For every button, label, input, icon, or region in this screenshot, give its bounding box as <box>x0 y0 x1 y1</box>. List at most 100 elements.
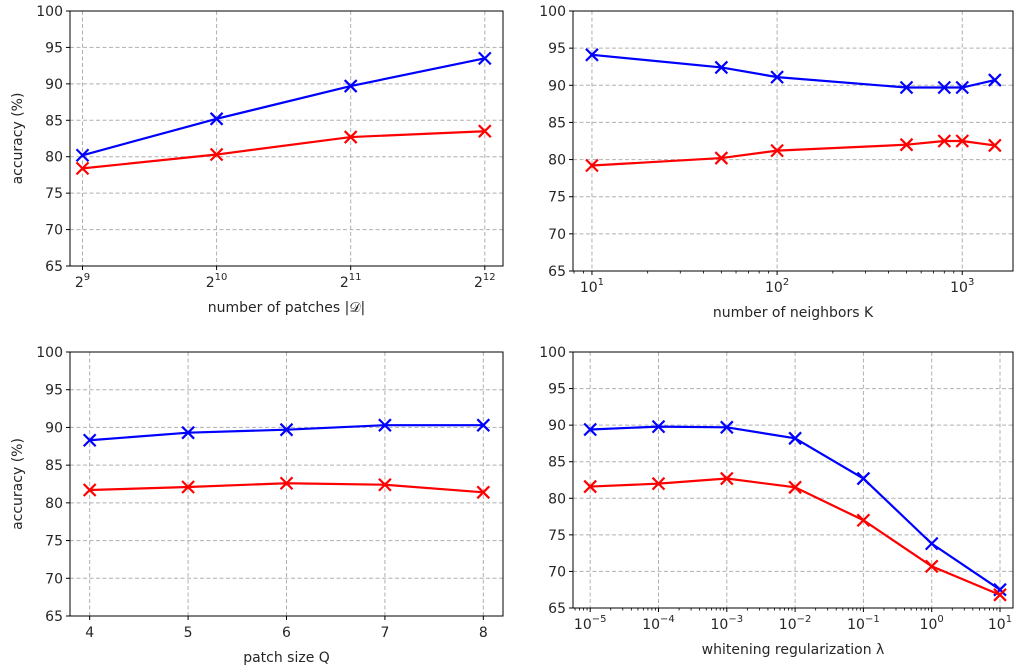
grid <box>70 10 503 267</box>
data-point <box>476 418 491 432</box>
y-tick-label: 90 <box>548 78 566 94</box>
data-point <box>75 161 90 176</box>
data-point <box>770 70 784 84</box>
data-point <box>478 51 492 66</box>
y-tick-label: 75 <box>45 534 63 550</box>
data-point <box>924 536 939 551</box>
y-tick-label: 80 <box>45 496 63 512</box>
data-point <box>209 112 224 126</box>
data-point <box>788 431 802 446</box>
data-point <box>82 433 97 448</box>
y-tick-label: 70 <box>548 564 566 580</box>
series-line <box>82 130 485 170</box>
y-tick-label: 65 <box>548 601 566 617</box>
y-tick-label: 70 <box>548 227 566 243</box>
x-tick-label: 5 <box>184 625 193 641</box>
data-point <box>585 158 599 173</box>
data-point <box>181 480 195 494</box>
y-tick-label: 80 <box>45 150 63 166</box>
data-point <box>651 419 666 434</box>
y-tick-label: 95 <box>45 40 63 56</box>
series-line <box>591 53 996 89</box>
data-point <box>856 513 871 528</box>
data-point <box>899 80 914 95</box>
x-tick-label: 101 <box>988 614 1012 633</box>
data-point <box>714 60 729 75</box>
y-tick-label: 85 <box>548 115 566 131</box>
y-tick-label: 95 <box>45 383 63 399</box>
data-point <box>993 588 1007 602</box>
data-point <box>378 477 392 492</box>
data-point <box>585 48 599 62</box>
y-tick-label: 75 <box>548 190 566 206</box>
series-1 <box>585 48 1002 95</box>
y-tick-label: 90 <box>45 420 63 436</box>
data-point <box>788 480 802 495</box>
y-tick-label: 85 <box>548 455 566 471</box>
y-tick-label: 70 <box>45 571 63 587</box>
y-axis-label: accuracy (%) <box>10 438 26 530</box>
data-point <box>924 559 939 574</box>
y-tick-label: 100 <box>539 4 566 20</box>
x-tick-label: 100 <box>920 614 944 633</box>
x-axis-label: number of patches |𝒟| <box>208 300 366 316</box>
data-point <box>583 422 597 437</box>
y-tick-label: 75 <box>45 186 63 202</box>
data-point <box>988 73 1002 87</box>
y-tick-label: 65 <box>45 609 63 625</box>
data-point <box>181 425 195 440</box>
data-point <box>955 80 970 95</box>
y-tick-label: 90 <box>45 77 63 93</box>
x-tick-label: 211 <box>340 272 362 291</box>
data-point <box>82 483 97 497</box>
x-tick-label: 212 <box>474 272 496 291</box>
grid <box>573 351 1013 609</box>
series-2 <box>583 471 1007 602</box>
data-point <box>279 422 294 437</box>
subplot-1: 65 70 75 80 85 90 95 100 29 210 211 212 number of pa… <box>10 4 504 316</box>
data-point <box>955 134 970 148</box>
x-axis-label: patch size Q <box>243 650 330 665</box>
data-point <box>770 143 784 158</box>
data-point <box>856 471 871 486</box>
y-tick-label: 90 <box>548 418 566 434</box>
data-point <box>720 471 734 486</box>
data-point <box>378 418 392 432</box>
x-tick-label: 10−3 <box>711 614 744 633</box>
x-tick-label: 7 <box>380 625 389 641</box>
x-tick-label: 4 <box>85 625 94 641</box>
x-tick-label: 103 <box>950 277 974 296</box>
subplot-4: 65 70 75 80 85 90 95 100 10−5 10−4 10−3 10−2 10−1 100… <box>539 345 1014 658</box>
axes-frame <box>572 10 1014 272</box>
x-tick-label: 102 <box>765 277 789 296</box>
x-tick-label: 29 <box>75 272 90 291</box>
data-point <box>209 147 224 162</box>
y-tick-label: 85 <box>45 113 63 129</box>
series-2 <box>585 134 1002 173</box>
data-point <box>937 80 952 95</box>
data-point <box>476 485 491 500</box>
y-tick-label: 80 <box>548 153 566 169</box>
x-tick-label: 10−5 <box>574 614 607 633</box>
x-axis-label: number of neighbors K <box>713 305 874 321</box>
subplot-3: 65 70 75 80 85 90 95 100 4 5 6 7 8 patch size Q accura… <box>10 345 504 665</box>
data-point <box>75 148 90 163</box>
data-point <box>899 137 914 152</box>
x-tick-label: 8 <box>479 625 488 641</box>
y-tick-label: 100 <box>36 345 63 361</box>
data-point <box>720 420 734 435</box>
x-axis-label: whitening regularization λ <box>702 642 885 658</box>
y-tick-label: 80 <box>548 491 566 507</box>
y-tick-label: 100 <box>539 345 566 361</box>
series-line <box>591 139 995 167</box>
y-tick-label: 85 <box>45 458 63 474</box>
series-1 <box>583 419 1007 597</box>
series-line <box>82 57 486 157</box>
series-1 <box>75 51 492 163</box>
x-tick-label: 10−2 <box>779 614 812 633</box>
x-tick-label: 10−4 <box>642 614 675 633</box>
data-point <box>478 124 492 138</box>
x-tick-label: 10−1 <box>847 614 880 633</box>
x-tick-label: 210 <box>206 272 228 291</box>
y-tick-label: 100 <box>36 4 63 20</box>
